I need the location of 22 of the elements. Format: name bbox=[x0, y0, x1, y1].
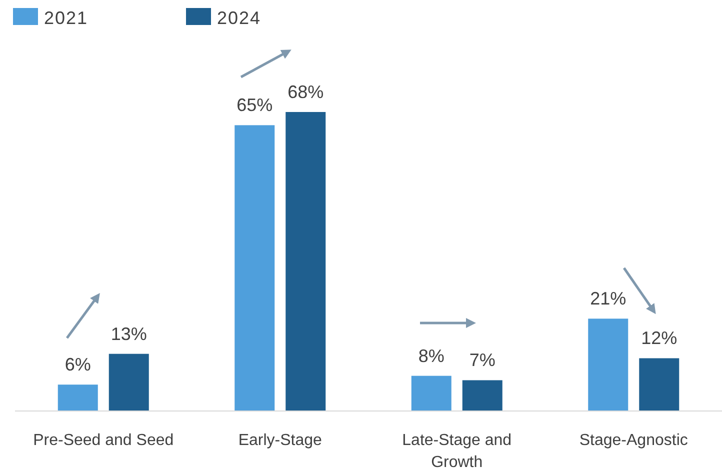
bar bbox=[411, 376, 452, 411]
data-label: 13% bbox=[110, 324, 147, 344]
bar bbox=[462, 380, 502, 411]
bar bbox=[588, 318, 628, 411]
x-tick-label: Stage-Agnostic bbox=[579, 432, 688, 449]
bar bbox=[108, 354, 149, 411]
data-label: 68% bbox=[288, 82, 324, 102]
legend-label: 2024 bbox=[217, 8, 262, 28]
legend-label: 2021 bbox=[44, 8, 88, 28]
bar bbox=[234, 125, 275, 411]
x-tick-label: Early-Stage bbox=[238, 432, 322, 449]
data-label: 21% bbox=[590, 288, 626, 309]
data-label: 8% bbox=[418, 346, 444, 366]
x-tick-label: Pre-Seed and Seed bbox=[33, 432, 174, 449]
bar bbox=[639, 358, 680, 411]
bar bbox=[58, 384, 98, 411]
data-label: 6% bbox=[64, 354, 91, 375]
bar bbox=[286, 112, 326, 411]
data-label: 12% bbox=[641, 328, 678, 348]
data-label: 65% bbox=[236, 95, 273, 116]
x-tick-label: Late-Stage and Growth bbox=[402, 432, 512, 471]
data-label: 7% bbox=[469, 350, 496, 370]
